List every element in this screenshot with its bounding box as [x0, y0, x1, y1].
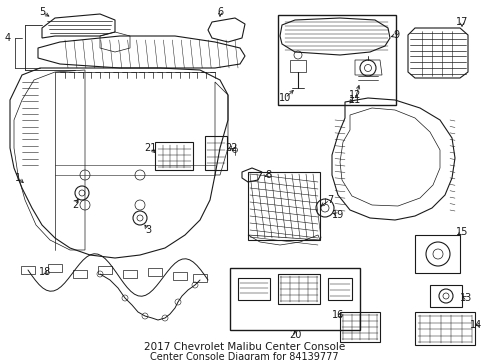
- Text: 11: 11: [348, 95, 360, 105]
- Bar: [414, 235, 459, 273]
- Bar: [73, 270, 87, 278]
- Bar: [429, 285, 461, 307]
- Bar: [48, 264, 62, 272]
- Text: 8: 8: [264, 170, 270, 180]
- Bar: [123, 270, 137, 278]
- Bar: [21, 266, 35, 274]
- Bar: [193, 274, 206, 282]
- Text: 21: 21: [143, 143, 156, 153]
- Bar: [247, 172, 319, 240]
- Bar: [155, 142, 193, 170]
- Bar: [339, 312, 379, 342]
- Bar: [98, 266, 112, 274]
- Text: 4: 4: [5, 33, 11, 43]
- Text: 10: 10: [278, 93, 290, 103]
- Text: 7: 7: [326, 195, 332, 205]
- Text: 20: 20: [288, 330, 301, 340]
- Bar: [278, 15, 395, 105]
- Bar: [148, 268, 162, 276]
- Text: 6: 6: [217, 7, 223, 17]
- Bar: [278, 274, 319, 304]
- Text: 9: 9: [392, 30, 398, 40]
- Text: 18: 18: [39, 267, 51, 277]
- Text: 15: 15: [455, 227, 467, 237]
- Text: 22: 22: [225, 143, 238, 153]
- Bar: [204, 136, 226, 170]
- Text: 17: 17: [455, 17, 467, 27]
- Text: 5: 5: [39, 7, 45, 17]
- Text: 1: 1: [15, 173, 21, 183]
- Bar: [414, 312, 474, 345]
- Text: 12: 12: [348, 90, 361, 100]
- Text: 13: 13: [459, 293, 471, 303]
- Text: Center Console Diagram for 84139777: Center Console Diagram for 84139777: [150, 352, 338, 360]
- Text: 3: 3: [144, 225, 151, 235]
- Text: 2: 2: [72, 200, 78, 210]
- Bar: [229, 268, 359, 330]
- Text: 16: 16: [331, 310, 344, 320]
- Text: 2017 Chevrolet Malibu Center Console: 2017 Chevrolet Malibu Center Console: [143, 342, 345, 352]
- Text: 14: 14: [469, 320, 481, 330]
- Bar: [173, 272, 186, 280]
- Bar: [238, 278, 269, 300]
- Text: 19: 19: [331, 210, 344, 220]
- Bar: [327, 278, 351, 300]
